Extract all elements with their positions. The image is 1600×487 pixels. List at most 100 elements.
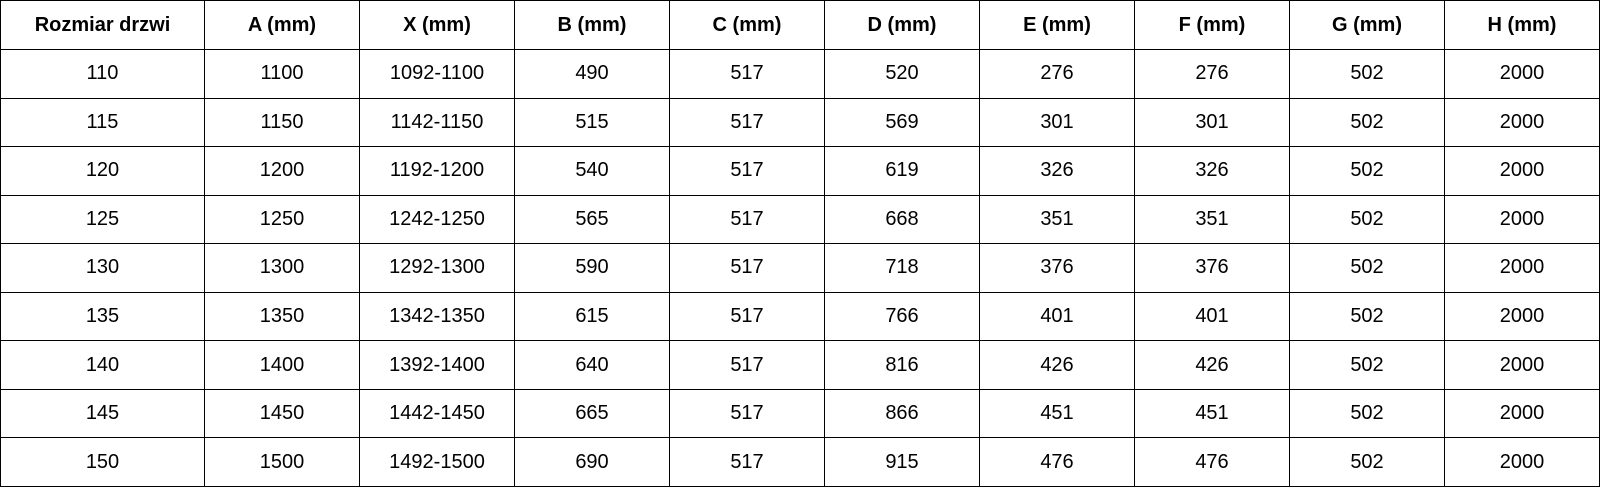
table-cell: 718 — [824, 243, 980, 293]
column-header: G (mm) — [1289, 0, 1445, 50]
table-cell: 1442-1450 — [359, 388, 515, 439]
table-row: 130 1300 1292-1300 590 517 718 376 376 502 2000 — [0, 243, 1600, 293]
column-header: D (mm) — [824, 0, 980, 50]
table-row: 120 1200 1192-1200 540 517 619 326 326 502 2000 — [0, 146, 1600, 196]
table-cell: 276 — [979, 49, 1135, 99]
table-cell: 1150 — [204, 97, 360, 148]
table-cell: 376 — [979, 243, 1135, 293]
table-cell: 1300 — [204, 243, 360, 293]
table-cell: 517 — [669, 146, 825, 196]
table-cell: 502 — [1289, 243, 1445, 293]
table-cell: 520 — [824, 49, 980, 99]
table-cell: 2000 — [1444, 146, 1600, 196]
table-cell: 502 — [1289, 437, 1445, 487]
table-cell: 130 — [0, 243, 205, 293]
table-row: 115 1150 1142-1150 515 517 569 301 301 502 2000 — [0, 97, 1600, 148]
table-cell: 426 — [1134, 340, 1290, 390]
table-cell: 1092-1100 — [359, 49, 515, 99]
table-cell: 1242-1250 — [359, 194, 515, 245]
table-cell: 125 — [0, 194, 205, 245]
table-cell: 150 — [0, 437, 205, 487]
column-header: B (mm) — [514, 0, 670, 50]
table-cell: 766 — [824, 291, 980, 342]
table-cell: 515 — [514, 97, 670, 148]
table-cell: 115 — [0, 97, 205, 148]
table-cell: 517 — [669, 97, 825, 148]
table-cell: 1192-1200 — [359, 146, 515, 196]
table-row: 145 1450 1442-1450 665 517 866 451 451 502 2000 — [0, 388, 1600, 439]
table-cell: 1100 — [204, 49, 360, 99]
table-cell: 351 — [1134, 194, 1290, 245]
table-cell: 135 — [0, 291, 205, 342]
table-cell: 866 — [824, 388, 980, 439]
table-cell: 1250 — [204, 194, 360, 245]
table-cell: 517 — [669, 388, 825, 439]
table-cell: 110 — [0, 49, 205, 99]
column-header: X (mm) — [359, 0, 515, 50]
table-cell: 1500 — [204, 437, 360, 487]
table-cell: 2000 — [1444, 437, 1600, 487]
table-cell: 1400 — [204, 340, 360, 390]
table-cell: 540 — [514, 146, 670, 196]
table-cell: 502 — [1289, 291, 1445, 342]
table-cell: 502 — [1289, 194, 1445, 245]
table-row: 135 1350 1342-1350 615 517 766 401 401 502 2000 — [0, 291, 1600, 342]
table-cell: 2000 — [1444, 388, 1600, 439]
table-cell: 1450 — [204, 388, 360, 439]
table-cell: 1142-1150 — [359, 97, 515, 148]
table-cell: 326 — [1134, 146, 1290, 196]
table-cell: 145 — [0, 388, 205, 439]
table-cell: 502 — [1289, 97, 1445, 148]
table-cell: 1492-1500 — [359, 437, 515, 487]
table-cell: 1392-1400 — [359, 340, 515, 390]
table-cell: 276 — [1134, 49, 1290, 99]
table-cell: 401 — [979, 291, 1135, 342]
table-cell: 2000 — [1444, 340, 1600, 390]
table-cell: 517 — [669, 243, 825, 293]
table-row: 150 1500 1492-1500 690 517 915 476 476 502 2000 — [0, 437, 1600, 487]
table-cell: 619 — [824, 146, 980, 196]
table-cell: 668 — [824, 194, 980, 245]
table-row: 110 1100 1092-1100 490 517 520 276 276 502 2000 — [0, 49, 1600, 99]
table-cell: 502 — [1289, 49, 1445, 99]
table-cell: 490 — [514, 49, 670, 99]
table-cell: 640 — [514, 340, 670, 390]
table-cell: 502 — [1289, 388, 1445, 439]
table-cell: 517 — [669, 49, 825, 99]
header-row: Rozmiar drzwi A (mm) X (mm) B (mm) C (mm) D (… — [0, 0, 1600, 50]
table-cell: 1342-1350 — [359, 291, 515, 342]
table-cell: 517 — [669, 437, 825, 487]
table-cell: 2000 — [1444, 243, 1600, 293]
table-cell: 517 — [669, 340, 825, 390]
table-cell: 2000 — [1444, 194, 1600, 245]
table-cell: 517 — [669, 194, 825, 245]
table-cell: 569 — [824, 97, 980, 148]
table-cell: 426 — [979, 340, 1135, 390]
table-cell: 376 — [1134, 243, 1290, 293]
table-cell: 1200 — [204, 146, 360, 196]
table-cell: 816 — [824, 340, 980, 390]
table-cell: 301 — [1134, 97, 1290, 148]
table-cell: 665 — [514, 388, 670, 439]
table-row: 140 1400 1392-1400 640 517 816 426 426 502 2000 — [0, 340, 1600, 390]
table-cell: 2000 — [1444, 49, 1600, 99]
table-cell: 1350 — [204, 291, 360, 342]
table-cell: 1292-1300 — [359, 243, 515, 293]
table-cell: 690 — [514, 437, 670, 487]
table-cell: 2000 — [1444, 97, 1600, 148]
column-header: H (mm) — [1444, 0, 1600, 50]
column-header: C (mm) — [669, 0, 825, 50]
column-header: A (mm) — [204, 0, 360, 50]
table-cell: 401 — [1134, 291, 1290, 342]
table-cell: 120 — [0, 146, 205, 196]
table-cell: 301 — [979, 97, 1135, 148]
table-cell: 451 — [979, 388, 1135, 439]
column-header: Rozmiar drzwi — [0, 0, 205, 50]
table-cell: 2000 — [1444, 291, 1600, 342]
table-cell: 517 — [669, 291, 825, 342]
column-header: E (mm) — [979, 0, 1135, 50]
table-cell: 915 — [824, 437, 980, 487]
table-cell: 565 — [514, 194, 670, 245]
table-cell: 451 — [1134, 388, 1290, 439]
